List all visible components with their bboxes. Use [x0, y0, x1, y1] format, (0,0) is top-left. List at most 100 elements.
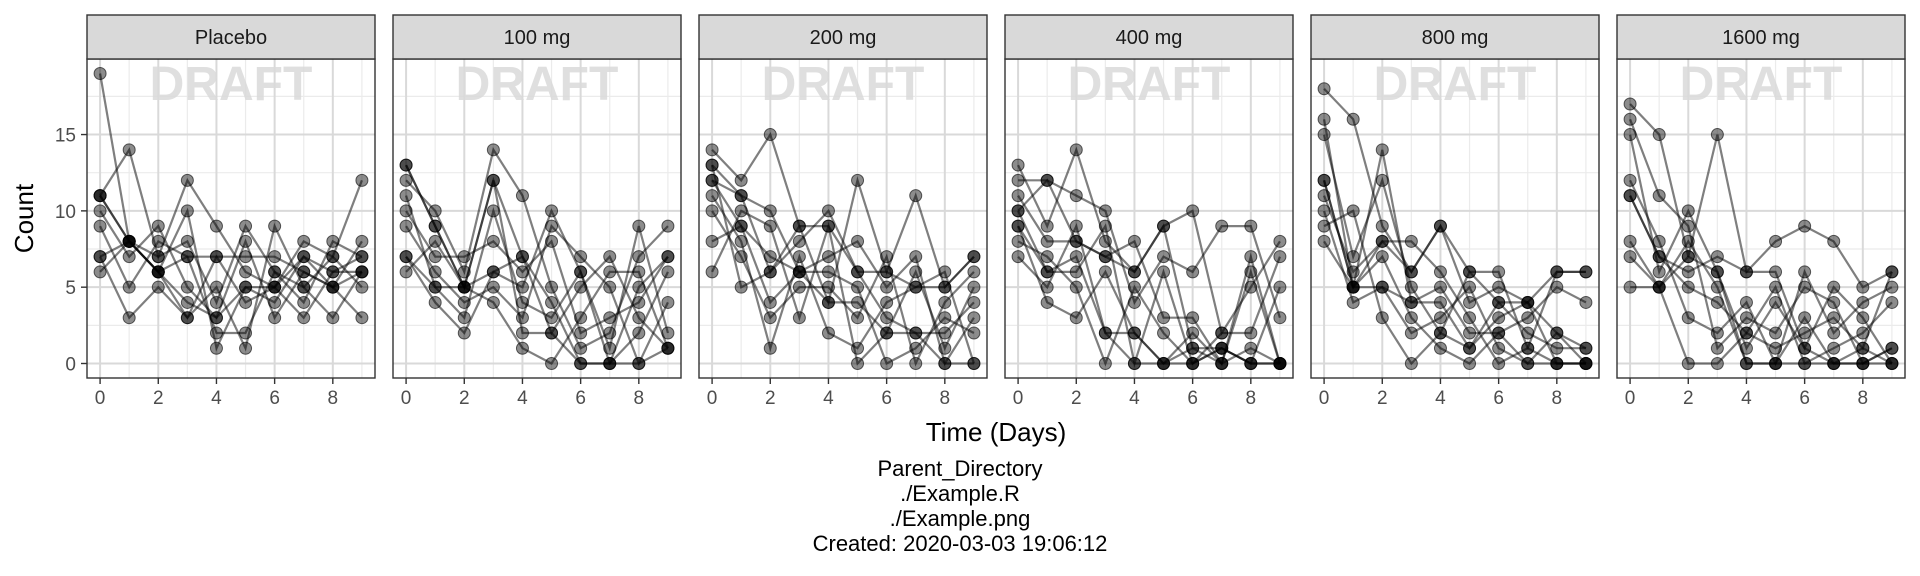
data-point	[1127, 234, 1141, 248]
data-point	[1492, 326, 1506, 340]
data-point	[239, 250, 253, 264]
data-point	[880, 250, 894, 264]
data-point	[1011, 234, 1025, 248]
series-line	[1017, 222, 1281, 366]
watermark-label: DRAFT	[1374, 58, 1537, 111]
data-point	[93, 189, 107, 203]
y-tick-label: 10	[55, 202, 76, 223]
data-point	[1127, 265, 1141, 279]
data-point	[909, 280, 923, 294]
data-point	[457, 295, 471, 309]
data-point	[1769, 326, 1783, 340]
data-point	[1186, 204, 1200, 218]
x-tick-label: 4	[1741, 388, 1752, 409]
data-point	[355, 250, 369, 264]
data-point	[1404, 311, 1418, 325]
caption-directory: Parent_Directory	[877, 456, 1043, 481]
data-point	[603, 341, 617, 355]
data-point	[1710, 265, 1724, 279]
data-point	[1681, 250, 1695, 264]
data-point	[93, 250, 107, 264]
series-line	[99, 147, 363, 289]
x-tick-label: 6	[1799, 388, 1810, 409]
data-point	[1652, 234, 1666, 248]
x-tick-label: 0	[1319, 388, 1330, 409]
panel-title: 1600 mg	[1722, 27, 1800, 49]
data-point	[1157, 250, 1171, 264]
data-point	[938, 326, 952, 340]
data-point	[851, 280, 865, 294]
series-line	[405, 164, 669, 365]
data-point	[399, 219, 413, 233]
data-point	[457, 280, 471, 294]
data-point	[705, 265, 719, 279]
series-line	[711, 179, 974, 365]
panel-title: 200 mg	[810, 27, 877, 49]
data-point	[209, 326, 223, 340]
data-point	[151, 219, 165, 233]
data-point	[1098, 357, 1112, 370]
data-point	[1375, 250, 1389, 264]
data-point	[967, 357, 981, 370]
data-point	[734, 280, 748, 294]
data-point	[792, 219, 806, 233]
y-axis-title: Count	[9, 183, 39, 253]
data-point	[1521, 295, 1535, 309]
data-point	[209, 295, 223, 309]
data-point	[1550, 326, 1564, 340]
data-point	[180, 250, 194, 264]
data-point	[1011, 204, 1025, 218]
data-point	[661, 295, 675, 309]
data-point	[1769, 265, 1783, 279]
data-point	[792, 311, 806, 325]
data-point	[632, 280, 646, 294]
data-point	[545, 280, 559, 294]
panel-3: DRAFT 400 mg 0 2 4 6 8	[1004, 14, 1294, 409]
data-point	[1215, 341, 1229, 355]
data-point	[1652, 280, 1666, 294]
data-point	[239, 265, 253, 279]
data-point	[1433, 280, 1447, 294]
series-line	[405, 147, 669, 350]
data-point	[967, 295, 981, 309]
data-point	[428, 204, 442, 218]
data-point	[1011, 189, 1025, 203]
data-point	[1433, 311, 1447, 325]
data-point	[880, 280, 894, 294]
data-point	[574, 326, 588, 340]
series-line	[1629, 255, 1893, 365]
x-tick-label: 2	[1377, 388, 1388, 409]
data-point	[1244, 357, 1258, 370]
data-point	[1404, 295, 1418, 309]
data-point	[1215, 219, 1229, 233]
data-point	[1827, 341, 1841, 355]
data-point	[1492, 311, 1506, 325]
data-point	[1127, 280, 1141, 294]
x-tick-label: 0	[95, 388, 106, 409]
series-line	[1630, 239, 1893, 365]
data-point	[1069, 234, 1083, 248]
data-point	[705, 143, 719, 157]
data-point	[705, 234, 719, 248]
data-point	[763, 128, 777, 142]
data-point	[486, 295, 500, 309]
data-point	[122, 280, 136, 294]
data-point	[1069, 280, 1083, 294]
data-point	[603, 357, 617, 370]
y-tick-label: 0	[65, 355, 76, 376]
data-point	[851, 234, 865, 248]
data-point	[1040, 250, 1054, 264]
x-tick-label: 0	[707, 388, 718, 409]
data-point	[1040, 265, 1054, 279]
data-point	[763, 295, 777, 309]
data-point	[1769, 357, 1783, 370]
data-point	[180, 173, 194, 187]
data-point	[909, 189, 923, 203]
data-point	[1375, 173, 1389, 187]
data-point	[1769, 280, 1783, 294]
data-point	[428, 280, 442, 294]
data-point	[268, 311, 282, 325]
data-point	[851, 265, 865, 279]
data-point	[1215, 357, 1229, 370]
data-point	[1186, 265, 1200, 279]
